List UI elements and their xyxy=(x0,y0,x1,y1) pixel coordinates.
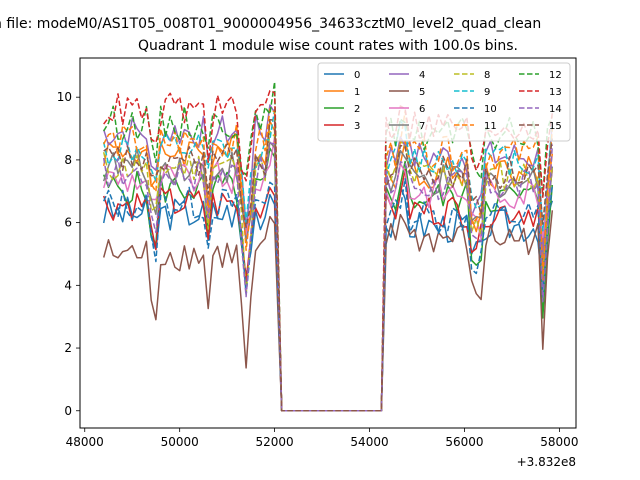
legend-label-11: 11 xyxy=(484,121,497,132)
y-tick-label: 8 xyxy=(64,153,72,167)
chart-title: Quadrant 1 module wise count rates with … xyxy=(138,38,518,54)
legend-label-5: 5 xyxy=(419,87,425,98)
y-tick-label: 10 xyxy=(57,90,72,104)
legend-label-15: 15 xyxy=(549,121,562,132)
legend-label-10: 10 xyxy=(484,104,497,115)
legend-label-8: 8 xyxy=(484,70,490,81)
x-tick-label: 56000 xyxy=(445,435,483,449)
legend-label-4: 4 xyxy=(419,70,425,81)
legend-label-0: 0 xyxy=(354,70,360,81)
legend-label-14: 14 xyxy=(549,104,562,115)
x-tick-label: 52000 xyxy=(256,435,294,449)
x-tick-label: 50000 xyxy=(161,435,199,449)
y-tick-label: 2 xyxy=(64,341,72,355)
x-tick-label: 58000 xyxy=(540,435,578,449)
figure-suptitle: n file: modeM0/AS1T05_008T01_9000004956_… xyxy=(0,16,541,32)
legend-label-1: 1 xyxy=(354,87,360,98)
legend-frame xyxy=(317,62,571,142)
legend-label-7: 7 xyxy=(419,121,425,132)
legend-label-13: 13 xyxy=(549,87,562,98)
y-tick-label: 6 xyxy=(64,216,72,230)
axis-ticks: 48000 50000 52000 54000 56000 58000 0 2 4 6 8 10 xyxy=(57,90,579,449)
legend-label-12: 12 xyxy=(549,70,562,81)
plot-area xyxy=(102,81,554,412)
legend-label-9: 9 xyxy=(484,87,490,98)
x-offset-label: +3.832e8 xyxy=(517,455,576,469)
axes-frame xyxy=(79,57,577,429)
legend-label-2: 2 xyxy=(354,104,360,115)
y-tick-label: 4 xyxy=(64,278,72,292)
series-line-15 xyxy=(103,118,554,412)
legend-label-6: 6 xyxy=(419,104,425,115)
x-tick-label: 54000 xyxy=(350,435,388,449)
y-tick-label: 0 xyxy=(64,404,72,418)
x-tick-label: 48000 xyxy=(66,435,104,449)
legend-label-3: 3 xyxy=(354,121,360,132)
